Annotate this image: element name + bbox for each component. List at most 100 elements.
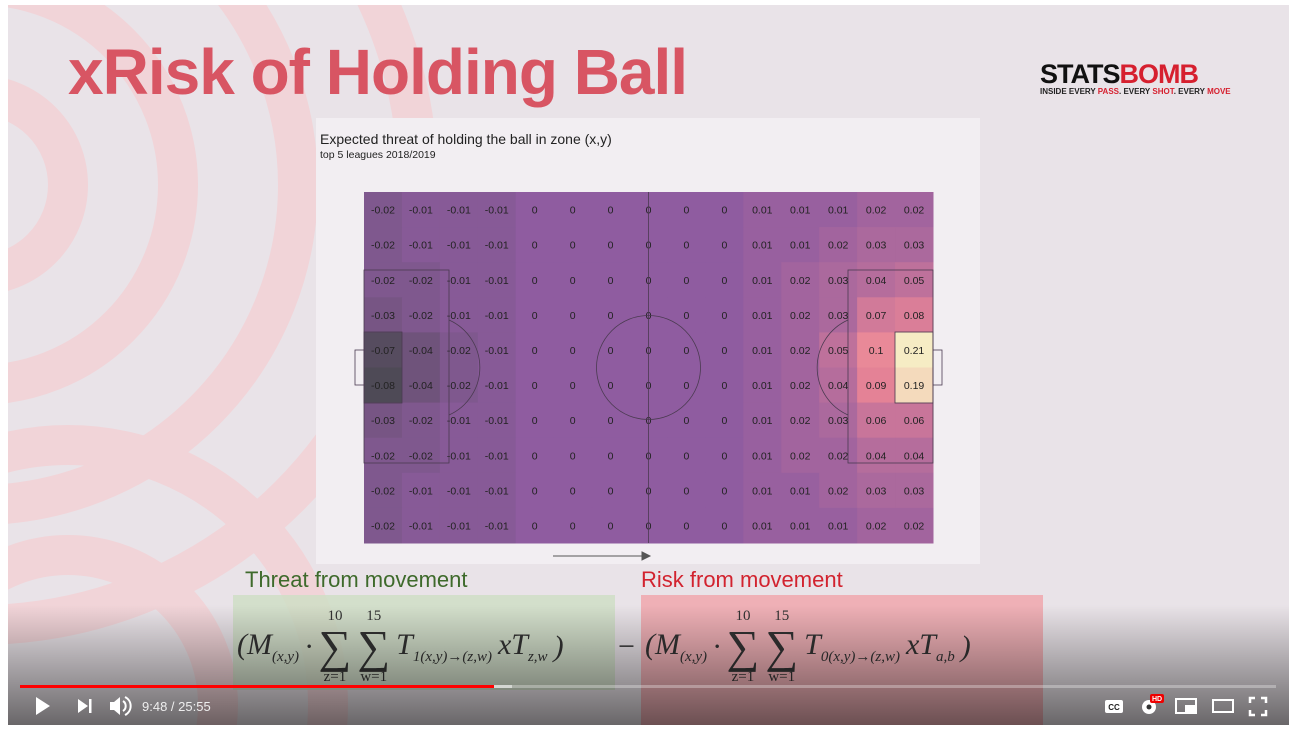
cell-label: 0	[570, 415, 576, 427]
progress-bar[interactable]	[20, 685, 1276, 688]
cell-label: 0	[532, 485, 538, 497]
heat-cell	[439, 262, 479, 298]
theater-button[interactable]	[1212, 699, 1234, 713]
cell-label: 0	[570, 240, 576, 252]
cell-label: 0.03	[866, 485, 887, 497]
cell-label: -0.03	[371, 310, 395, 322]
heat-cell	[553, 297, 593, 333]
heat-cell	[591, 262, 631, 298]
heat-cell	[591, 332, 631, 368]
cell-label: -0.08	[371, 380, 395, 392]
cell-label: 0	[608, 520, 614, 532]
cell-label: 0	[608, 205, 614, 217]
cell-label: 0.03	[866, 240, 887, 252]
tagline-part: PASS	[1097, 87, 1119, 96]
tagline-part: SHOT	[1152, 87, 1174, 96]
heat-cell	[895, 472, 934, 509]
cc-button[interactable]	[1105, 700, 1123, 713]
cell-label: -0.01	[485, 520, 509, 532]
heat-cell	[743, 367, 782, 404]
cell-label: 0	[532, 380, 538, 392]
heat-cell	[705, 332, 744, 368]
cell-label: 0.01	[790, 520, 811, 532]
heat-cell	[781, 507, 820, 544]
heat-cell	[439, 437, 479, 474]
heat-cell	[819, 262, 858, 298]
heat-cell	[705, 367, 744, 404]
video-player[interactable]: xRisk of Holding Ball STATSBOMB INSIDE E…	[8, 5, 1289, 725]
cell-label: 0	[721, 205, 727, 217]
heat-cell	[515, 297, 555, 333]
heat-cell	[781, 402, 820, 439]
cell-label: 0	[608, 275, 614, 287]
heat-cell	[364, 402, 403, 439]
miniplayer-button[interactable]	[1175, 698, 1197, 714]
cell-label: 0.09	[866, 380, 887, 392]
cc-label: CC	[1108, 703, 1120, 712]
heat-cell	[364, 262, 403, 298]
cell-label: 0.02	[828, 485, 849, 497]
heat-cell	[439, 332, 479, 368]
heat-cell	[895, 367, 934, 404]
cell-label: -0.01	[447, 415, 471, 427]
cell-label: 0	[570, 485, 576, 497]
cell-label: 0	[684, 520, 690, 532]
brand-text: BOMB	[1119, 59, 1199, 89]
cell-label: 0	[608, 380, 614, 392]
play-button[interactable]	[36, 697, 50, 715]
heat-cell	[364, 507, 403, 544]
heat-cell	[364, 437, 403, 474]
cell-label: 0	[684, 310, 690, 322]
cell-label: -0.01	[447, 520, 471, 532]
heat-cell	[743, 402, 782, 439]
cell-label: -0.02	[447, 345, 471, 357]
hd-badge: HD	[1152, 696, 1162, 703]
heat-cell	[553, 402, 593, 439]
heat-cell	[819, 297, 858, 333]
cell-label: 0.07	[866, 310, 887, 322]
heat-cell	[857, 297, 896, 333]
cell-label: 0.01	[752, 415, 773, 427]
cell-label: -0.02	[371, 450, 395, 462]
heat-cell	[781, 367, 820, 404]
cell-label: 0	[570, 275, 576, 287]
cell-label: 0	[684, 345, 690, 357]
tagline-part: INSIDE EVERY	[1040, 87, 1098, 96]
heat-cell	[591, 192, 631, 228]
cell-label: 0.19	[904, 380, 925, 392]
heat-cell	[401, 297, 441, 333]
cell-label: 0	[684, 415, 690, 427]
heat-cell	[895, 227, 934, 263]
heat-cell	[857, 227, 896, 263]
logo: STATSBOMB INSIDE EVERY PASS. EVERY SHOT.…	[1040, 59, 1231, 96]
heat-cell	[401, 227, 441, 263]
next-button[interactable]	[78, 699, 92, 713]
cell-label: 0.06	[866, 415, 887, 427]
cell-label: 0.03	[828, 310, 849, 322]
cell-label: -0.02	[371, 485, 395, 497]
cell-label: 0	[608, 310, 614, 322]
cell-label: -0.07	[371, 345, 395, 357]
settings-button[interactable]: HD	[1142, 694, 1164, 714]
cell-label: -0.01	[409, 205, 433, 217]
heat-cell	[553, 262, 593, 298]
heat-cell	[743, 262, 782, 298]
cell-label: 0	[532, 310, 538, 322]
cell-label: -0.01	[485, 485, 509, 497]
fullscreen-button[interactable]	[1248, 696, 1268, 717]
cell-label: 0	[721, 345, 727, 357]
heat-cell	[515, 437, 555, 474]
cell-label: 0.02	[866, 205, 887, 217]
volume-button[interactable]	[110, 696, 132, 716]
heat-cell	[667, 192, 706, 228]
heat-cell	[515, 332, 555, 368]
heat-cell	[781, 227, 820, 263]
heat-cell	[439, 402, 479, 439]
heat-cell	[553, 472, 593, 509]
cell-label: 0.02	[790, 415, 811, 427]
heat-cell	[705, 507, 744, 544]
cell-label: -0.01	[447, 450, 471, 462]
cell-label: 0	[570, 450, 576, 462]
cell-label: 0	[684, 240, 690, 252]
